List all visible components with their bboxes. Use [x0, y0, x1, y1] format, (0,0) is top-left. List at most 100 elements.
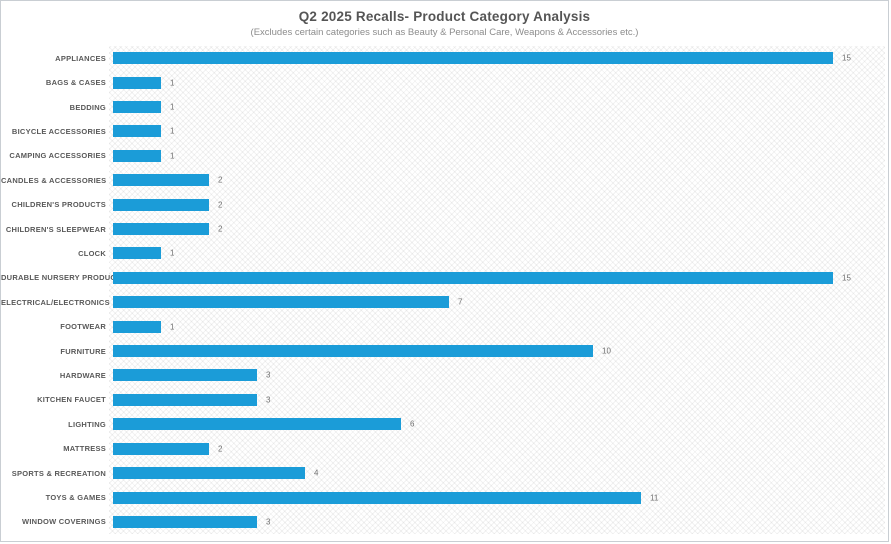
bar[interactable]: [113, 442, 209, 455]
value-label: 2: [218, 224, 223, 234]
bar-row: APPLIANCES 15: [1, 46, 888, 70]
value-label: 4: [314, 468, 319, 478]
value-label: 1: [170, 102, 175, 112]
bar-row: CANDLES & ACCESSORIES 2: [1, 168, 888, 192]
category-label: LIGHTING: [68, 419, 106, 429]
bar[interactable]: [113, 76, 161, 89]
chart-subtitle: (Excludes certain categories such as Bea…: [250, 27, 639, 38]
bar-row: CHILDREN'S PRODUCTS 2: [1, 192, 888, 216]
bar-track: 2: [113, 174, 888, 187]
bar[interactable]: [113, 320, 161, 333]
value-label: 2: [218, 175, 223, 185]
bar[interactable]: [113, 223, 209, 236]
category-label: CLOCK: [78, 248, 106, 258]
value-label: 15: [842, 53, 851, 63]
bar-row: LIGHTING 6: [1, 412, 888, 436]
category-label: CAMPING ACCESSORIES: [9, 151, 106, 161]
bar-track: 2: [113, 198, 888, 211]
value-label: 1: [170, 248, 175, 258]
bar[interactable]: [113, 418, 401, 431]
value-label: 3: [266, 517, 271, 527]
bar-track: 15: [113, 52, 888, 65]
bar-row: DURABLE NURSERY PRODUCT 15: [1, 266, 888, 290]
category-label: WINDOW COVERINGS: [22, 517, 106, 527]
bar-track: 1: [113, 320, 888, 333]
bar-track: 1: [113, 76, 888, 89]
bar-row: ELECTRICAL/ELECTRONICS 7: [1, 290, 888, 314]
category-label: DURABLE NURSERY PRODUCT: [1, 273, 121, 283]
value-label: 3: [266, 395, 271, 405]
value-label: 15: [842, 273, 851, 283]
category-label: BAGS & CASES: [45, 78, 106, 88]
bar[interactable]: [113, 467, 305, 480]
bar-row: BAGS & CASES 1: [1, 70, 888, 94]
bar[interactable]: [113, 345, 593, 358]
bar-row: TOYS & GAMES 11: [1, 485, 888, 509]
bar-track: 10: [113, 345, 888, 358]
bar[interactable]: [113, 271, 833, 284]
bar-rows-container: APPLIANCES 15 BAGS & CASES 1 BEDDING 1 BICYCLE…: [1, 46, 888, 534]
bar[interactable]: [113, 174, 209, 187]
bar-track: 1: [113, 101, 888, 114]
bar-track: 6: [113, 418, 888, 431]
category-label: CHILDREN'S SLEEPWEAR: [5, 224, 106, 234]
category-label: CHILDREN'S PRODUCTS: [11, 200, 106, 210]
bar-row: FOOTWEAR 1: [1, 314, 888, 338]
category-label: CANDLES & ACCESSORIES: [1, 175, 107, 185]
value-label: 11: [650, 493, 659, 503]
bar[interactable]: [113, 247, 161, 260]
value-label: 1: [170, 126, 175, 136]
value-label: 1: [170, 78, 175, 88]
category-label: ELECTRICAL/ELECTRONICS: [1, 297, 110, 307]
bar-track: 3: [113, 393, 888, 406]
value-label: 3: [266, 370, 271, 380]
bar-track: 15: [113, 271, 888, 284]
bar[interactable]: [113, 125, 161, 138]
bar-track: 1: [113, 149, 888, 162]
bar-row: BEDDING 1: [1, 95, 888, 119]
category-label: MATTRESS: [63, 444, 106, 454]
bar[interactable]: [113, 52, 833, 65]
bar-track: 3: [113, 369, 888, 382]
category-label: KITCHEN FAUCET: [37, 395, 106, 405]
value-label: 7: [458, 297, 463, 307]
bar-row: WINDOW COVERINGS 3: [1, 510, 888, 534]
bar-row: HARDWARE 3: [1, 363, 888, 387]
category-label: APPLIANCES: [55, 53, 106, 63]
category-label: TOYS & GAMES: [45, 493, 106, 503]
value-label: 2: [218, 200, 223, 210]
bar[interactable]: [113, 369, 257, 382]
bar-track: 2: [113, 223, 888, 236]
bar-row: KITCHEN FAUCET 3: [1, 388, 888, 412]
bar[interactable]: [113, 149, 161, 162]
bar[interactable]: [113, 393, 257, 406]
bar[interactable]: [113, 491, 641, 504]
bar-row: BICYCLE ACCESSORIES 1: [1, 119, 888, 143]
plot-area-background: [109, 46, 885, 534]
category-label: FOOTWEAR: [60, 322, 106, 332]
value-label: 6: [410, 419, 415, 429]
bar-track: 7: [113, 296, 888, 309]
bar-track: 11: [113, 491, 888, 504]
value-label: 1: [170, 151, 175, 161]
bar[interactable]: [113, 101, 161, 114]
value-label: 2: [218, 444, 223, 454]
category-label: FURNITURE: [60, 346, 106, 356]
bar[interactable]: [113, 296, 449, 309]
bar-track: 1: [113, 247, 888, 260]
chart-title: Q2 2025 Recalls- Product Category Analys…: [298, 9, 591, 24]
bar-track: 2: [113, 442, 888, 455]
category-label: SPORTS & RECREATION: [11, 468, 106, 478]
bar[interactable]: [113, 515, 257, 528]
bar[interactable]: [113, 198, 209, 211]
bar-row: CAMPING ACCESSORIES 1: [1, 144, 888, 168]
bar-row: CHILDREN'S SLEEPWEAR 2: [1, 217, 888, 241]
bar-row: MATTRESS 2: [1, 437, 888, 461]
bar-track: 4: [113, 467, 888, 480]
bar-row: SPORTS & RECREATION 4: [1, 461, 888, 485]
category-label: HARDWARE: [59, 370, 106, 380]
chart-header: Q2 2025 Recalls- Product Category Analys…: [1, 1, 888, 38]
bar-track: 1: [113, 125, 888, 138]
value-label: 10: [602, 346, 611, 356]
